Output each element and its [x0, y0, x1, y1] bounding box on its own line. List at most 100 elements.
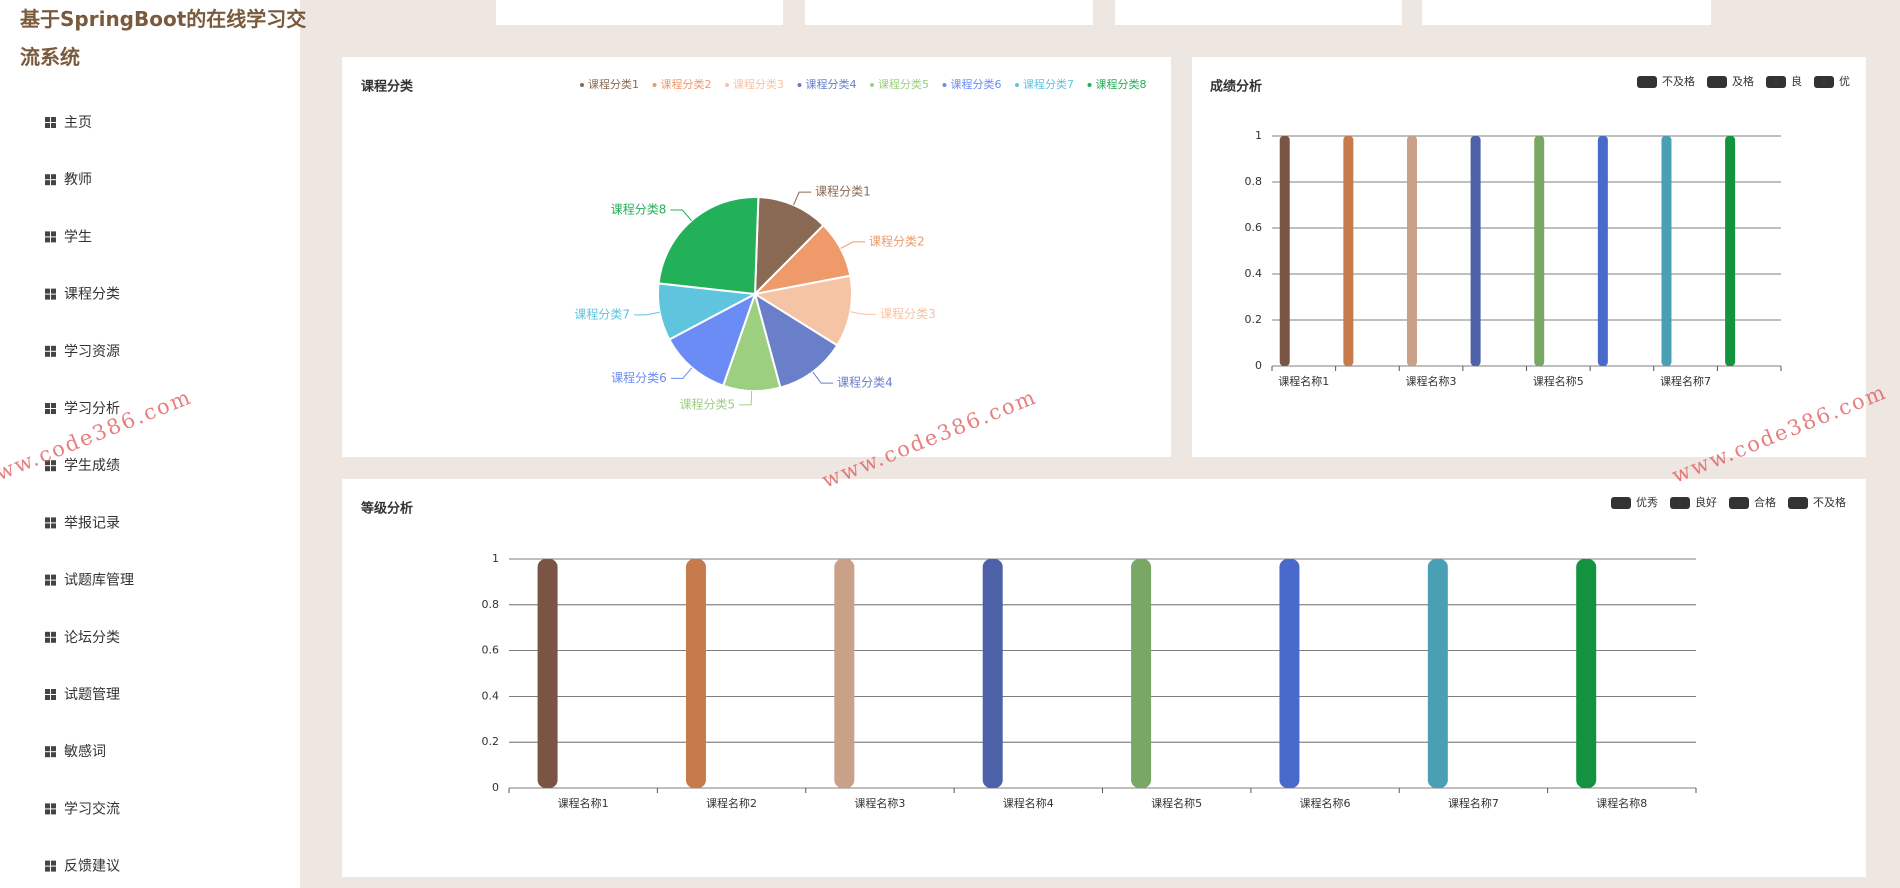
x-tick-label: 课程名称6 [1300, 796, 1351, 810]
legend-label[interactable]: 课程分类6 [951, 77, 1002, 91]
slice-label: 课程分类1 [815, 184, 871, 199]
menu-item[interactable]: 试题库管理 [64, 573, 134, 589]
menu-icon [51, 866, 56, 872]
stat-card [805, 0, 1093, 25]
leader-line [739, 390, 753, 406]
y-tick-label: 0.4 [482, 689, 500, 702]
x-tick-label: 课程名称1 [1278, 374, 1329, 388]
menu-icon [51, 174, 56, 180]
site-title: 基于SpringBoot的在线学习交流系统 [20, 7, 306, 69]
menu-item[interactable]: 学习交流 [64, 800, 120, 817]
bar [1427, 559, 1448, 788]
slice-label: 课程分类3 [880, 306, 936, 321]
legend-label[interactable]: 课程分类1 [588, 77, 639, 91]
chart-title: 课程分类 [361, 79, 414, 95]
stat-card [496, 0, 783, 25]
legend-label[interactable]: 不及格 [1813, 495, 1846, 509]
legend-label[interactable]: 课程分类7 [1023, 77, 1074, 91]
legend-label[interactable]: 良好 [1695, 495, 1717, 509]
pie-slice [752, 274, 853, 347]
menu-item[interactable]: 学生成绩 [64, 458, 120, 474]
legend-label[interactable]: 课程分类4 [806, 77, 857, 91]
y-tick-label: 0.4 [1245, 267, 1263, 280]
menu-icon [51, 580, 56, 586]
y-tick-label: 0 [1255, 359, 1262, 372]
y-tick-label: 1 [1255, 129, 1262, 142]
stat-card [1422, 0, 1711, 25]
menu-item[interactable]: 反馈建议 [64, 859, 120, 875]
menu-icon [51, 574, 56, 580]
menu-item[interactable]: 课程分类 [64, 287, 120, 303]
menu-icon [45, 580, 50, 586]
menu-item[interactable]: 学习分析 [64, 401, 120, 417]
menu-icon [51, 523, 56, 529]
menu-icon [45, 351, 50, 357]
x-tick-label: 课程名称5 [1533, 374, 1584, 388]
menu-icon [51, 123, 56, 128]
menu-icon [51, 752, 56, 758]
legend-label[interactable]: 合格 [1754, 495, 1776, 509]
bar [1343, 136, 1354, 366]
menu-icon [45, 231, 50, 237]
legend-dot [580, 83, 584, 87]
menu-icon [51, 345, 56, 351]
legend-dot [725, 83, 729, 87]
menu-icon [45, 409, 50, 414]
bar [537, 559, 558, 788]
legend-swatch [1670, 497, 1690, 509]
legend-label[interactable]: 课程分类8 [1096, 77, 1147, 91]
legend-label[interactable]: 课程分类3 [733, 77, 784, 91]
bar [685, 559, 706, 788]
menu-icon [51, 288, 56, 294]
menu-icon [45, 752, 50, 758]
legend-dot [1087, 83, 1092, 87]
menu-icon [51, 631, 56, 637]
bar [982, 559, 1003, 788]
legend-dot [942, 83, 947, 87]
leader-line [850, 311, 877, 315]
menu-icon [51, 695, 56, 700]
leader-line [670, 367, 693, 379]
legend-swatch [1637, 76, 1657, 88]
pie-slice [753, 196, 825, 297]
menu-icon [45, 180, 50, 186]
menu-icon [45, 746, 50, 752]
legend-label[interactable]: 课程分类5 [878, 77, 929, 91]
slice-label: 课程分类4 [837, 375, 893, 390]
menu-icon [51, 809, 56, 815]
legend-label[interactable]: 优秀 [1636, 496, 1658, 509]
slice-label: 课程分类2 [869, 233, 925, 248]
x-tick-label: 课程名称1 [558, 796, 609, 810]
chart-title: 等级分析 [360, 501, 413, 517]
legend-label[interactable]: 及格 [1732, 74, 1754, 88]
menu-icon [51, 637, 56, 643]
menu-icon [45, 237, 50, 243]
legend-swatch [1611, 497, 1631, 509]
x-tick-label: 课程名称2 [706, 796, 757, 810]
bar [1279, 136, 1290, 366]
menu-item[interactable]: 论坛分类 [64, 630, 120, 646]
menu-icon [51, 409, 56, 414]
legend-dot [1015, 83, 1019, 87]
menu-icon [51, 117, 56, 122]
menu-icon [45, 345, 50, 351]
menu-item[interactable]: 教师 [64, 172, 92, 188]
menu-item[interactable]: 敏感词 [64, 743, 106, 760]
menu-item[interactable]: 主页 [64, 115, 92, 131]
legend-label[interactable]: 良 [1791, 74, 1802, 88]
menu-item[interactable]: 试题管理 [64, 687, 120, 703]
menu-item[interactable]: 学生 [64, 229, 92, 245]
menu-icon [51, 231, 56, 237]
legend-label[interactable]: 优 [1839, 75, 1850, 88]
legend-label[interactable]: 不及格 [1662, 74, 1695, 88]
slice-label: 课程分类6 [611, 370, 667, 385]
legend-swatch [1766, 76, 1786, 88]
menu-icon [45, 809, 50, 815]
menu-icon [45, 574, 50, 580]
legend-label[interactable]: 课程分类2 [661, 77, 712, 91]
legend-swatch [1814, 76, 1834, 88]
menu-item[interactable]: 举报记录 [64, 515, 120, 531]
menu-item[interactable]: 学习资源 [64, 344, 120, 360]
